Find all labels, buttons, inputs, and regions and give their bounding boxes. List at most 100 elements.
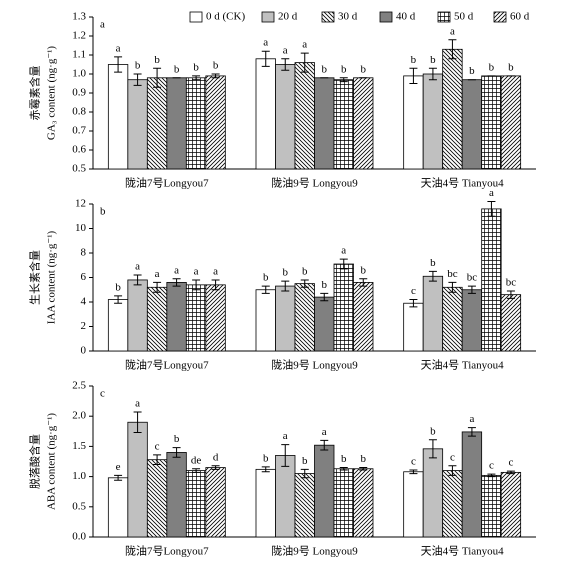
error-bar [300,468,309,479]
significance-letter: b [322,63,328,75]
y-tick-label: 2 [81,320,87,332]
significance-letter: b [263,272,269,284]
error-bar [467,285,476,294]
y-tick-label: 8 [81,247,87,259]
bar [166,77,187,170]
significance-letter: d [213,451,219,463]
y-axis-label: ABA content (ng·g⁻¹) [46,413,58,510]
significance-letter: bc [467,272,478,284]
y-axis-label-cn: 赤霉素含量 [28,66,42,121]
bar [146,459,168,538]
bar [205,467,226,538]
error-bar [133,274,142,286]
y-tick-label: 0.0 [72,531,86,543]
error-bar [281,58,290,71]
significance-letter: a [213,265,218,277]
error-bar [339,258,348,270]
error-bar [300,52,309,73]
bar [107,299,129,352]
bar [107,64,129,170]
y-tick-label: 2.0 [72,410,86,422]
significance-letter: b [430,257,436,269]
significance-letter: b [411,54,417,66]
bar [275,64,296,170]
significance-letter: a [322,426,327,438]
legend-swatch [261,11,275,23]
bar [294,283,315,352]
error-bar [114,295,123,304]
error-bar [320,439,329,451]
significance-letter: b [302,455,308,467]
error-bar [409,299,418,308]
error-bar [133,411,142,434]
error-bar [192,468,201,473]
bar [127,79,148,170]
bar [205,284,226,352]
error-bar [114,474,123,481]
bar [294,62,315,170]
y-tick-label: 1.1 [72,49,86,61]
significance-letter: c [508,457,513,469]
panel-label: c [100,388,105,400]
y-axis-label-cn: 脱落酸含量 [28,434,42,489]
error-bar [153,67,162,88]
significance-letter: b [302,265,308,277]
significance-letter: a [135,398,140,410]
x-tick-label: 陇油9号 Longyou9 [271,544,358,558]
x-tick-label: 陇油9号 Longyou9 [271,358,358,372]
bar [461,431,483,538]
significance-letter: b [193,61,199,73]
bar [442,48,463,170]
significance-letter: c [411,455,416,467]
error-bar [359,278,368,287]
y-tick-label: 0.5 [72,500,86,512]
significance-letter: a [283,44,288,56]
bar [481,75,502,170]
y-axis-label-cn: 生长素含量 [28,250,42,305]
x-tick-label: 天油4号 Tianyou4 [421,176,505,190]
bar [146,286,168,352]
significance-letter: b [135,60,141,72]
bar [500,471,522,538]
error-bar [320,292,329,302]
significance-letter: a [174,264,179,276]
bar [255,58,276,170]
error-bar [153,281,162,293]
significance-letter: b [341,63,347,75]
x-tick-label: 天油4号 Tianyou4 [421,358,505,372]
bar [422,448,444,538]
error-bar [487,201,496,217]
bar [403,471,424,538]
y-tick-label: 0.5 [72,163,86,175]
significance-letter: b [361,453,367,465]
significance-letter: a [450,25,455,37]
legend-swatch [493,11,507,23]
error-bar [172,447,181,458]
x-tick-label: 陇油7号Longyou7 [125,358,209,372]
error-bar [261,285,270,294]
significance-letter: a [194,265,199,277]
error-bar [261,466,270,473]
y-tick-label: 0.6 [72,144,86,156]
y-tick-label: 10 [75,222,87,234]
significance-letter: b [154,54,160,66]
bar [422,275,444,352]
bar [333,263,354,352]
significance-letter: a [302,39,307,51]
bar [275,285,296,352]
significance-letter: bc [447,268,458,280]
legend-label: 60 d [510,11,530,23]
error-bar [428,270,437,282]
significance-letter: b [341,453,347,465]
y-tick-label: 1.3 [72,11,86,23]
significance-letter: c [450,451,455,463]
significance-letter: b [361,264,367,276]
legend-swatch [321,11,335,23]
significance-letter: b [508,61,514,73]
bar [166,452,187,538]
significance-letter: a [135,261,140,273]
significance-letter: b [469,65,475,77]
bar [333,79,354,170]
bar [127,421,148,538]
significance-letter: b [115,281,121,293]
